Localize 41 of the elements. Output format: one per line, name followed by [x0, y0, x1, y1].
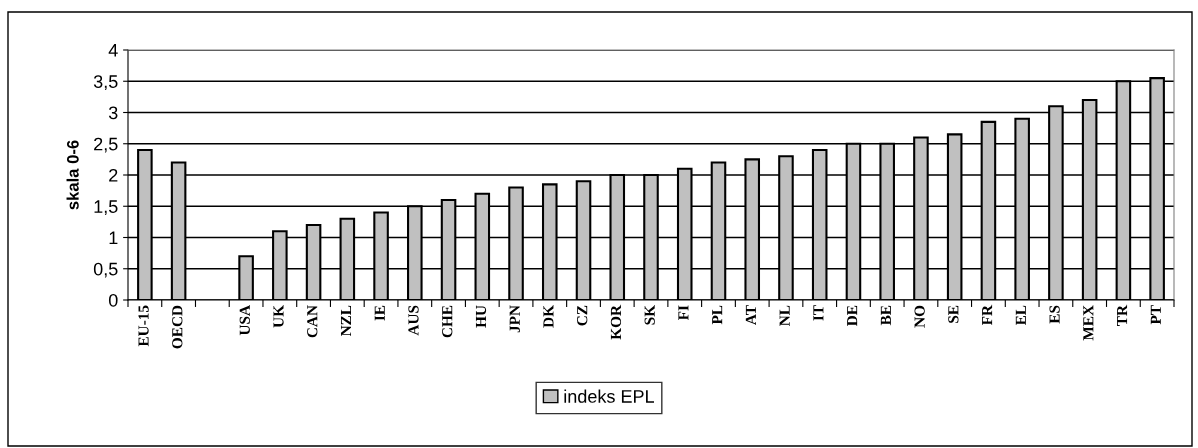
x-tick-label: SE: [948, 305, 959, 323]
x-tick-label: EL: [1015, 305, 1026, 326]
x-tick-label: MEX: [1083, 305, 1094, 341]
x-tick-label: OECD: [172, 305, 183, 349]
y-tick-label: 1: [109, 231, 118, 245]
x-tick-label: FR: [982, 304, 993, 326]
x-tick-label: SK: [644, 305, 655, 325]
y-tick-label: 4: [108, 44, 118, 57]
legend-label: indeks EPL: [564, 389, 654, 403]
x-tick-label: DK: [543, 305, 554, 328]
x-tick-label: DE: [847, 305, 858, 326]
x-tick-label: FI: [678, 305, 689, 321]
y-tick-label: 3: [108, 106, 118, 120]
x-tick-label: NO: [914, 305, 925, 328]
y-tick-label: 2,5: [94, 137, 118, 153]
x-tick-label: HU: [475, 305, 487, 328]
x-tick-label: AT: [745, 305, 756, 325]
x-tick-label: USA: [239, 305, 250, 336]
x-tick-label: PT: [1150, 305, 1161, 325]
x-tick-label: NL: [779, 305, 790, 326]
y-tick-label: 0: [108, 293, 118, 307]
x-tick-label: TR: [1117, 304, 1128, 326]
x-tick-label: JPN: [509, 305, 520, 333]
x-tick-label: CZ: [577, 305, 588, 326]
y-tick-label: 3,5: [93, 75, 118, 91]
x-tick-label: AUS: [408, 305, 419, 336]
x-tick-label: CAN: [307, 305, 318, 338]
y-tick-label: 2: [109, 168, 118, 182]
x-tick-label: ES: [1049, 305, 1060, 324]
y-axis-title: skala 0-6: [66, 140, 79, 210]
y-tick-label: 0,5: [93, 262, 118, 278]
x-tick-label: KOR: [610, 304, 622, 340]
x-tick-label: IE: [374, 305, 385, 321]
x-tick-label: CHE: [442, 305, 453, 338]
x-tick-label: PL: [712, 305, 723, 325]
x-tick-label: IT: [813, 305, 824, 321]
x-tick-label: BE: [880, 305, 891, 326]
y-tick-label: 1,5: [94, 200, 118, 216]
x-tick-label: UK: [273, 305, 284, 328]
x-tick-label: EU-15: [138, 305, 149, 347]
x-tick-label: NZL: [340, 305, 351, 337]
